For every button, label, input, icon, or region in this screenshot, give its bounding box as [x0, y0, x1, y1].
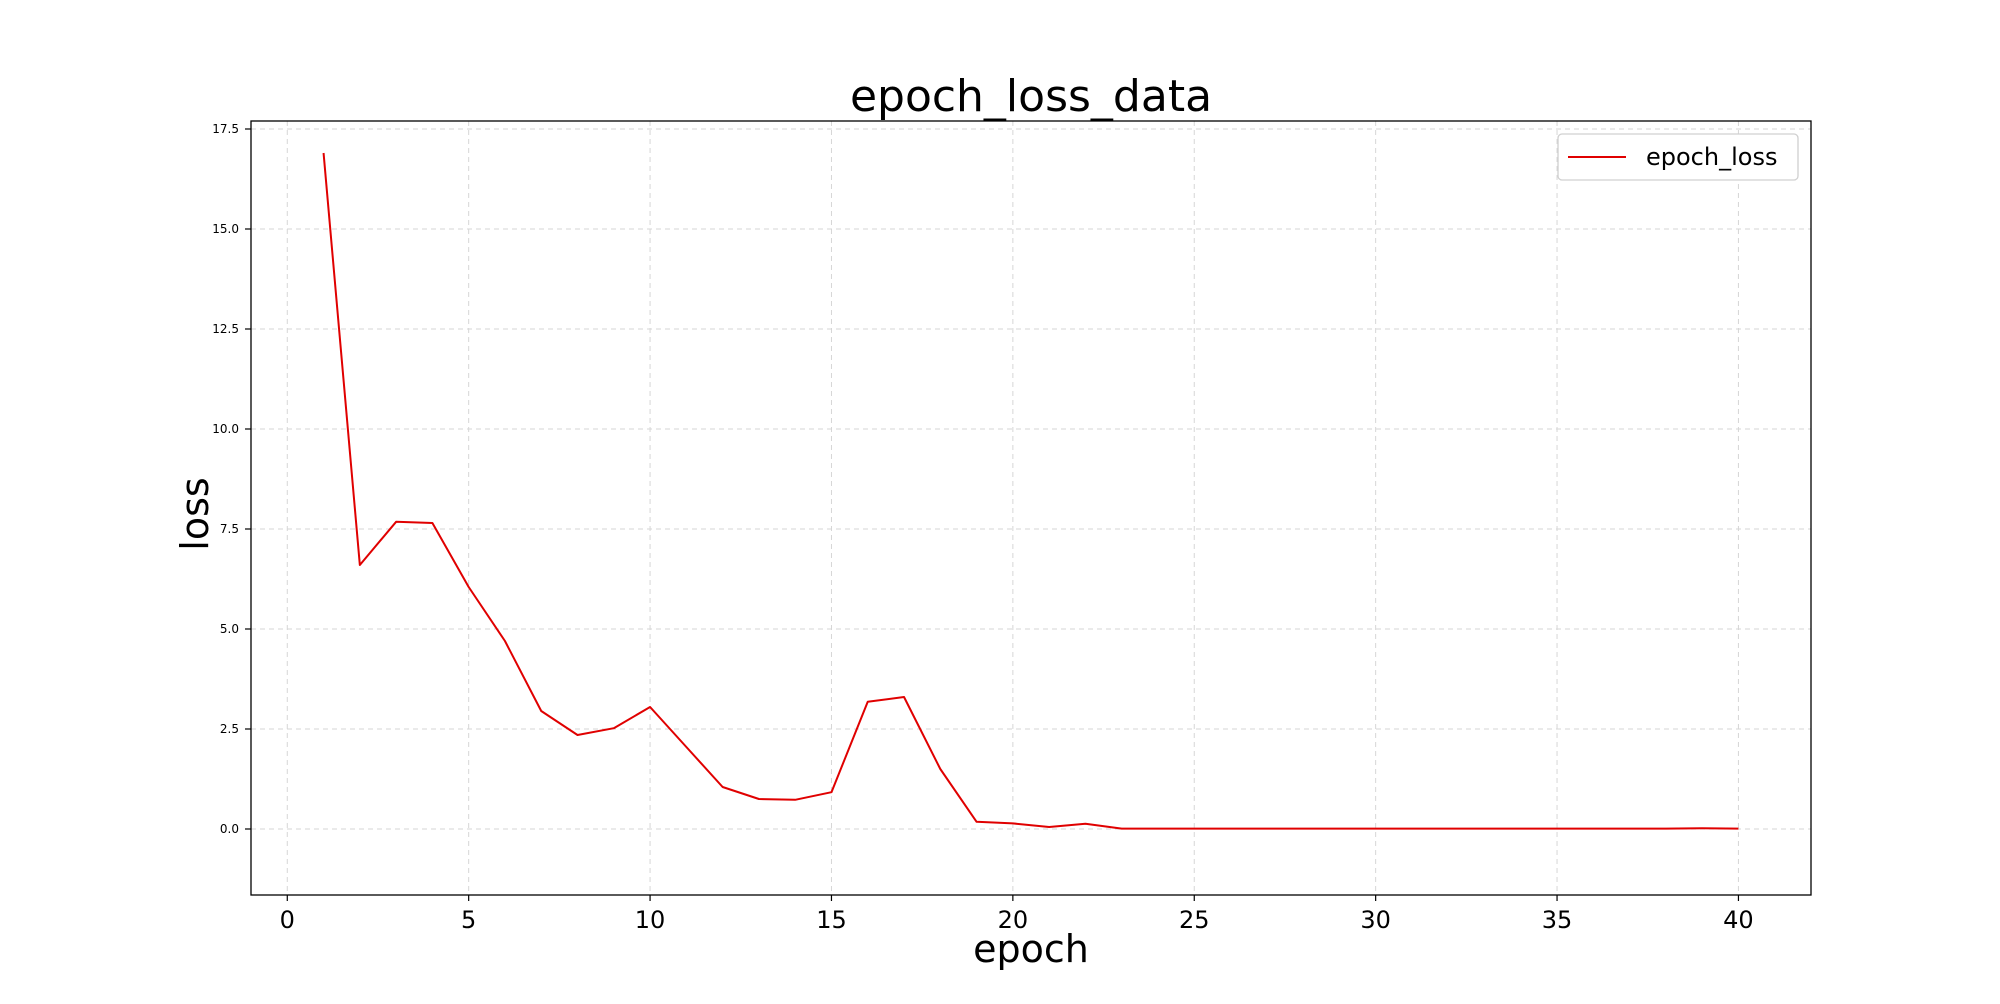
legend[interactable]: epoch_loss — [1557, 133, 1799, 181]
x-tick-label: 0 — [280, 906, 295, 934]
legend-label: epoch_loss — [1646, 143, 1777, 171]
y-tick-label: 2.5 — [220, 722, 239, 736]
legend-frame — [1557, 133, 1799, 181]
x-tick-label: 5 — [461, 906, 476, 934]
x-axis: 0 5 10 15 20 25 30 35 40 — [280, 895, 1754, 934]
y-tick-label: 10.0 — [212, 422, 239, 436]
y-tick-label: 17.5 — [212, 122, 239, 136]
x-tick-label: 10 — [635, 906, 666, 934]
x-tick-label: 30 — [1360, 906, 1391, 934]
series-line-epoch_loss — [322, 152, 1739, 830]
y-tick-label: 7.5 — [220, 522, 239, 536]
y-tick-label: 0.0 — [220, 822, 239, 836]
x-tick-label: 15 — [816, 906, 847, 934]
x-tick-label: 20 — [998, 906, 1029, 934]
plot-frame — [250, 120, 1812, 896]
x-tick-label: 35 — [1542, 906, 1573, 934]
grid — [251, 121, 1811, 895]
y-axis: 0.0 2.5 5.0 7.5 10.0 12.5 15.0 17.5 — [212, 122, 251, 836]
y-tick-label: 12.5 — [212, 322, 239, 336]
series-layer — [322, 152, 1739, 830]
x-tick-label: 40 — [1723, 906, 1754, 934]
y-axis-label: loss — [173, 477, 217, 550]
x-tick-label: 25 — [1179, 906, 1210, 934]
chart-title: epoch_loss_data — [850, 71, 1212, 122]
x-axis-label: epoch — [973, 927, 1089, 971]
y-tick-label: 5.0 — [220, 622, 239, 636]
y-tick-label: 15.0 — [212, 222, 239, 236]
